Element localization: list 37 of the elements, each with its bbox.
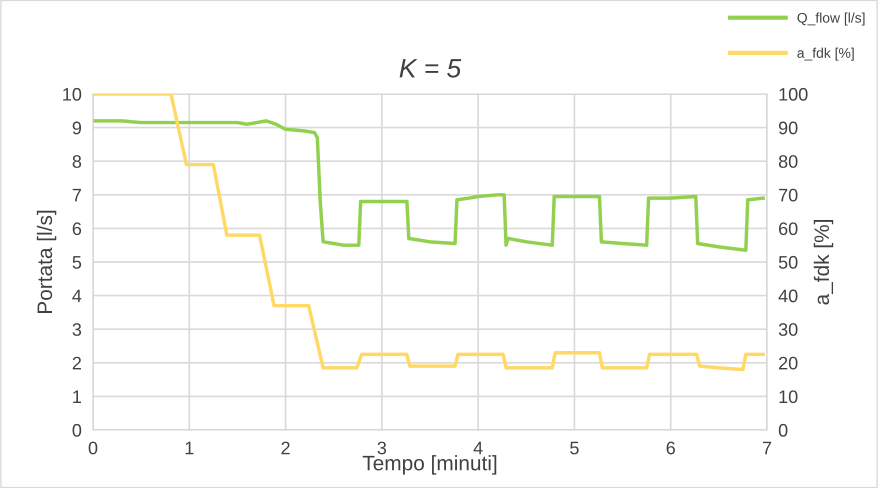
y2-tick-label: 90 xyxy=(778,122,798,134)
y-tick-label: 0 xyxy=(72,424,82,437)
y2-tick-label: 60 xyxy=(779,222,798,236)
y-tick-label: 6 xyxy=(72,222,82,236)
legend-label: a_fdk [%] xyxy=(797,48,854,61)
x-tick-label: 5 xyxy=(570,442,579,454)
x-tick-label: 3 xyxy=(378,442,386,454)
y-tick-label: 8 xyxy=(72,155,82,168)
y-axis-title: Portata [l/s] xyxy=(36,210,56,313)
x-tick-label: 2 xyxy=(281,442,290,454)
x-axis-title: Tempo [minuti] xyxy=(362,455,496,475)
y2-tick-label: 70 xyxy=(779,188,798,202)
y2-tick-label: 100 xyxy=(779,88,808,101)
y2-tick-label: 30 xyxy=(778,323,798,336)
x-tick-label: 1 xyxy=(186,442,194,454)
chart-title: K = 5 xyxy=(400,59,462,78)
y2-tick-label: 80 xyxy=(778,155,798,168)
y-tick-label: 4 xyxy=(72,290,82,302)
y-tick-label: 10 xyxy=(63,88,82,101)
y-tick-label: 7 xyxy=(72,188,81,202)
x-tick-label: 7 xyxy=(762,442,772,454)
y-tick-label: 3 xyxy=(72,323,82,336)
y2-tick-label: 0 xyxy=(778,424,788,437)
y2-tick-label: 50 xyxy=(778,256,798,269)
y-tick-label: 9 xyxy=(72,122,82,134)
legend-label: Q_flow [l/s] xyxy=(797,12,865,26)
y2-tick-label: 20 xyxy=(779,356,798,370)
y-tick-label: 2 xyxy=(72,356,81,370)
x-tick-label: 4 xyxy=(474,442,483,454)
y-tick-label: 5 xyxy=(72,256,82,269)
y2-tick-label: 10 xyxy=(779,390,798,404)
x-tick-label: 6 xyxy=(666,442,675,454)
y-tick-label: 1 xyxy=(73,390,82,403)
x-tick-label: 0 xyxy=(88,442,98,454)
line-series xyxy=(93,119,765,252)
y2-axis-title: a_fdk [%] xyxy=(814,220,834,305)
y2-tick-label: 40 xyxy=(778,290,798,302)
